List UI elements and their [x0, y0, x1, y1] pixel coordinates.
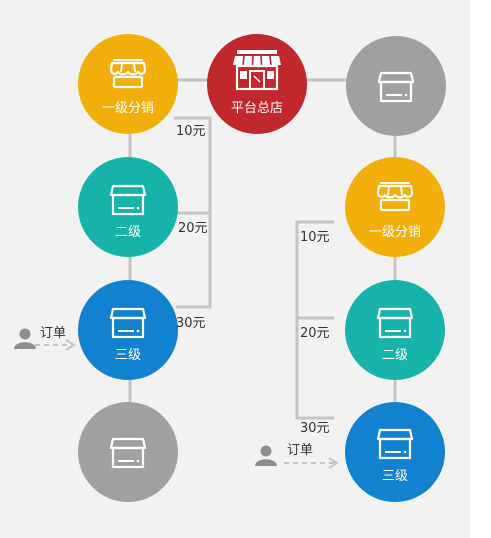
- node-right-level2: 二级: [345, 280, 445, 380]
- node-left-level2-label: 二级: [115, 225, 141, 240]
- left-commission-bracket: [174, 116, 212, 309]
- commission-left-3: 30元: [176, 316, 206, 331]
- person-icon: [14, 328, 36, 349]
- page-edge: [470, 0, 491, 538]
- commission-right-3: 30元: [300, 421, 330, 436]
- node-left-level1-label: 一级分销: [102, 101, 154, 116]
- person-icon: [255, 445, 277, 466]
- node-right-level2-label: 二级: [382, 348, 408, 363]
- node-right-level1-circle: [345, 157, 445, 257]
- node-left-level4-circle: [78, 402, 178, 502]
- right-order-arrowhead: [328, 457, 339, 469]
- left-order-arrowhead: [65, 339, 76, 351]
- node-right-top: [346, 36, 446, 136]
- node-right-level3-label: 三级: [382, 469, 408, 484]
- order-arrows: [35, 339, 339, 469]
- node-left-level3-label: 三级: [115, 348, 141, 363]
- commission-right-2: 20元: [300, 326, 330, 341]
- commission-right-1: 10元: [300, 230, 330, 245]
- commission-left-2: 20元: [178, 221, 208, 236]
- node-left-level4: [78, 402, 178, 502]
- node-right-level1: 一级分销: [345, 157, 445, 257]
- node-left-level2: 二级: [78, 157, 178, 257]
- node-hq-circle: [207, 34, 307, 134]
- node-right-level1-label: 一级分销: [369, 225, 421, 240]
- node-hq-label: 平台总店: [231, 101, 283, 116]
- node-left-level3: 三级: [78, 280, 178, 380]
- node-right-top-circle: [346, 36, 446, 136]
- node-hq: 平台总店: [207, 34, 307, 134]
- order-label-right: 订单: [287, 443, 313, 458]
- commission-left-1: 10元: [176, 124, 206, 139]
- order-label-left: 订单: [40, 326, 66, 341]
- customer-right: 订单: [255, 443, 313, 466]
- customer-left: 订单: [14, 326, 66, 349]
- node-left-level1: 一级分销: [78, 34, 178, 134]
- connector-lines: [128, 78, 397, 455]
- right-commission-bracket: [295, 220, 334, 420]
- node-left-level1-circle: [78, 34, 178, 134]
- node-right-level3: 三级: [345, 402, 445, 502]
